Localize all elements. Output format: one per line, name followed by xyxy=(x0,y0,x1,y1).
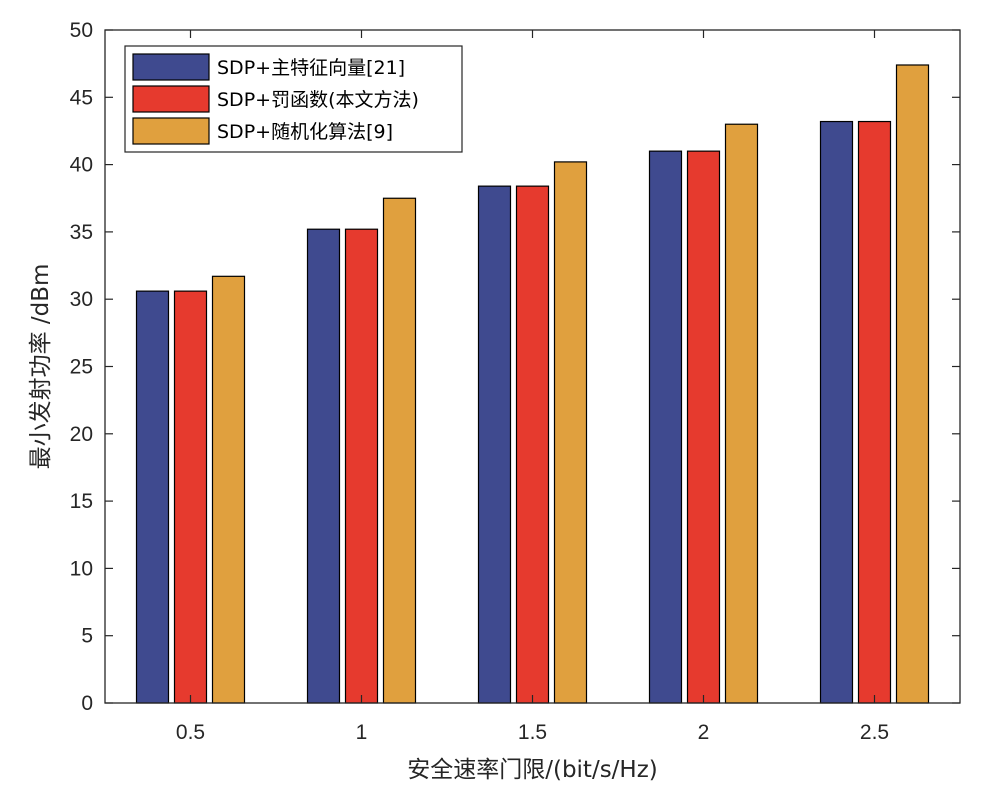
y-tick-label-7: 35 xyxy=(70,221,93,244)
bar-series-1-cat-4 xyxy=(648,150,683,704)
legend-label-1: SDP+主特征向量[21] xyxy=(217,57,405,79)
bar-series-3-cat-3 xyxy=(553,161,588,704)
y-tick-label-6: 30 xyxy=(70,288,93,311)
y-tick-label-1: 5 xyxy=(81,625,93,648)
y-axis-title: 最小发射功率 /dBm xyxy=(28,264,54,470)
bar-series-2-cat-5 xyxy=(857,120,892,704)
legend: SDP+主特征向量[21] SDP+罚函数(本文方法) SDP+随机化算法[9] xyxy=(124,45,463,153)
legend-swatch-1 xyxy=(132,53,210,81)
legend-swatch-3 xyxy=(132,117,210,145)
y-tick-label-8: 40 xyxy=(70,154,93,177)
bar-series-3-cat-2 xyxy=(382,197,417,704)
y-tick-label-2: 10 xyxy=(70,557,93,580)
y-tick-label-0: 0 xyxy=(81,692,93,715)
bar-series-2-cat-2 xyxy=(344,228,379,704)
bar-series-1-cat-5 xyxy=(819,120,854,704)
x-tick-label-1: 1 xyxy=(356,721,368,744)
y-tick-labels: 0 5 10 15 20 25 30 35 40 45 50 xyxy=(70,19,93,715)
y-tick-label-5: 25 xyxy=(70,356,93,379)
y-tick-label-10: 50 xyxy=(70,19,93,42)
bar-series-3-cat-4 xyxy=(724,123,759,704)
y-tick-label-4: 20 xyxy=(70,423,93,446)
axes-group xyxy=(104,29,961,704)
bars-group xyxy=(135,64,930,704)
y-tick-label-9: 45 xyxy=(70,86,93,109)
bar-series-1-cat-1 xyxy=(135,290,170,704)
x-tick-label-3: 2 xyxy=(698,721,710,744)
x-axis-title: 安全速率门限/(bit/s/Hz) xyxy=(407,757,658,783)
y-tick-label-3: 15 xyxy=(70,490,93,513)
x-tick-labels: 0.5 1 1.5 2 2.5 xyxy=(176,721,889,744)
x-tick-label-2: 1.5 xyxy=(518,721,547,744)
legend-label-3: SDP+随机化算法[9] xyxy=(217,121,393,143)
bar-series-3-cat-5 xyxy=(895,64,930,704)
bar-series-2-cat-4 xyxy=(686,150,721,704)
bar-series-2-cat-1 xyxy=(173,290,208,704)
bar-series-1-cat-3 xyxy=(477,185,512,704)
legend-label-2: SDP+罚函数(本文方法) xyxy=(217,89,419,111)
x-tick-label-4: 2.5 xyxy=(860,721,889,744)
bar-series-3-cat-1 xyxy=(211,275,246,704)
x-tick-label-0: 0.5 xyxy=(176,721,205,744)
legend-swatch-2 xyxy=(132,85,210,113)
bar-series-1-cat-2 xyxy=(306,228,341,704)
bar-series-2-cat-3 xyxy=(515,185,550,704)
